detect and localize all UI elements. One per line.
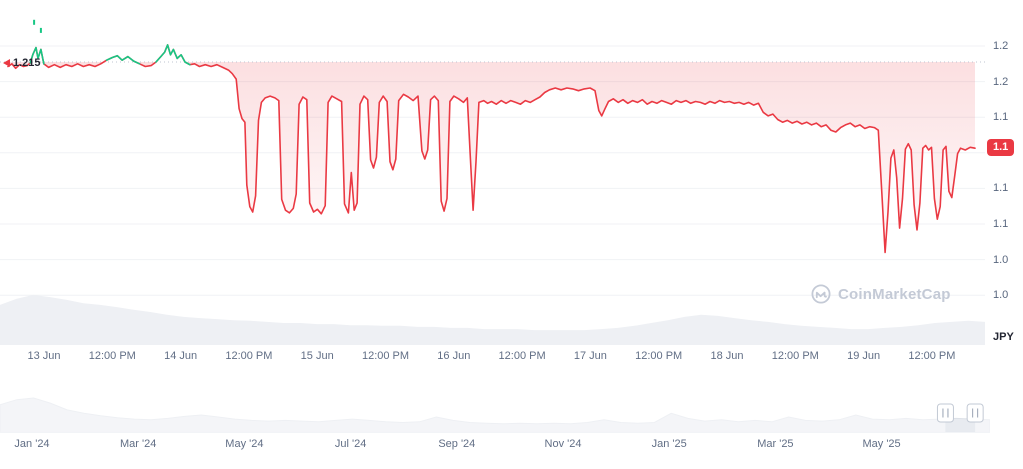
y-axis-label: 1.1: [993, 218, 1009, 230]
coinmarketcap-logo-icon: [811, 284, 831, 304]
navigator-label: May '24: [225, 438, 264, 450]
current-price-badge: 1.1: [987, 139, 1015, 157]
green-wick-tick: [33, 19, 36, 25]
navigator-label: Jul '24: [334, 438, 367, 450]
volume-area: [0, 294, 985, 345]
start-price-label: 1.215: [13, 57, 41, 69]
navigator-label: Nov '24: [544, 438, 582, 450]
x-axis-label: 12:00 PM: [88, 350, 136, 362]
navigator-label: May '25: [862, 438, 901, 450]
navigator-handle-right[interactable]: [966, 403, 984, 423]
x-axis-label: 12:00 PM: [498, 350, 546, 362]
x-axis-label: 12:00 PM: [771, 350, 819, 362]
navigator-label: Jan '25: [651, 438, 687, 450]
navigator-label: Sep '24: [438, 438, 476, 450]
x-axis-label: 18 Jun: [710, 350, 744, 362]
navigator-mask-left: [0, 394, 946, 432]
price-line-green-segment: [105, 54, 141, 65]
x-axis-label: 15 Jun: [300, 350, 334, 362]
y-axis-label: 1.1: [993, 111, 1009, 124]
x-axis-label: 19 Jun: [847, 350, 881, 362]
y-axis-label: 1.2: [993, 40, 1009, 52]
y-axis-label: 1.1: [993, 182, 1009, 195]
navigator-svg[interactable]: [0, 394, 990, 434]
x-axis-label: 12:00 PM: [361, 350, 410, 362]
price-chart-svg[interactable]: [0, 0, 985, 345]
green-wick-tick: [39, 27, 42, 33]
watermark-text: CoinMarketCap: [838, 285, 951, 303]
x-axis-label: 16 Jun: [437, 350, 471, 362]
watermark: CoinMarketCap: [810, 283, 951, 305]
navigator-label: Mar '24: [120, 438, 157, 450]
start-price-marker-icon: [3, 59, 10, 67]
price-line-green-segment: [155, 44, 191, 66]
x-axis-label: 14 Jun: [164, 350, 198, 362]
x-axis-label: 12:00 PM: [908, 350, 956, 362]
navigator-label: Mar '25: [757, 438, 794, 450]
x-axis-label: 13 Jun: [27, 350, 61, 362]
y-axis-label: 1.0: [993, 289, 1009, 302]
price-line-green-segment: [29, 46, 45, 65]
currency-label: JPY: [993, 331, 1014, 343]
navigator-label: Jan '24: [14, 438, 50, 450]
y-axis-label: 1.2: [993, 75, 1009, 88]
navigator-handle-left[interactable]: [936, 403, 954, 423]
x-axis-label: 17 Jun: [573, 350, 607, 362]
x-axis-label: 12:00 PM: [635, 350, 683, 362]
y-axis-label: 1.0: [993, 253, 1009, 266]
start-price-label-group: 1.215: [3, 56, 41, 70]
x-axis-label: 12:00 PM: [225, 350, 273, 362]
